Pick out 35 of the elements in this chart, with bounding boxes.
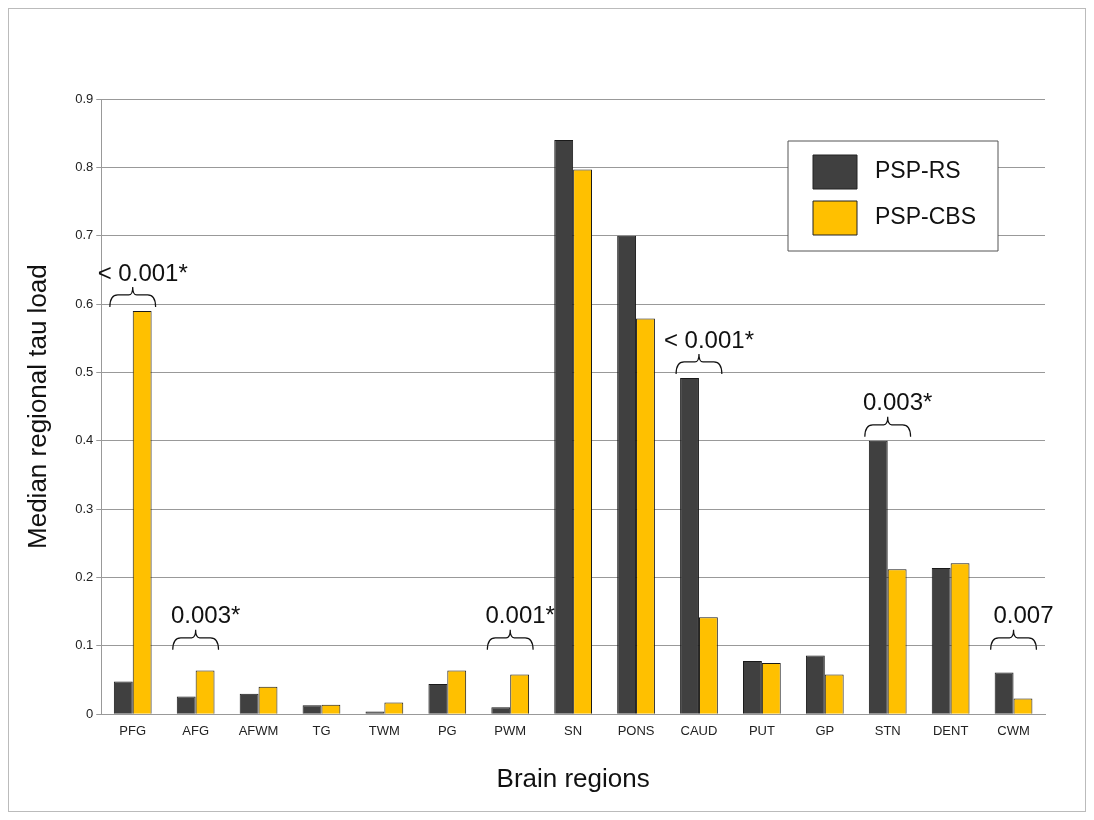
legend-label: PSP-RS bbox=[875, 157, 961, 184]
annotation: 0.003* bbox=[863, 388, 933, 416]
x-tick-label: AFWM bbox=[238, 722, 279, 738]
y-tick-label: 0.2 bbox=[75, 569, 94, 585]
annotation: < 0.001* bbox=[663, 325, 755, 353]
y-tick-label: 0.4 bbox=[75, 432, 94, 448]
x-tick-label: PFG bbox=[119, 722, 147, 738]
annotation: 0.007 bbox=[993, 601, 1054, 629]
y-tick-label: 0.3 bbox=[75, 500, 94, 516]
y-tick-label: 0.8 bbox=[75, 158, 94, 174]
x-tick-label: AFG bbox=[182, 722, 210, 738]
y-tick-label: 0.7 bbox=[75, 227, 94, 243]
x-tick-label: CAUD bbox=[680, 722, 718, 738]
y-tick-label: 0.9 bbox=[75, 90, 94, 106]
x-tick-label: PWM bbox=[494, 722, 527, 738]
x-tick-label: CWM bbox=[997, 722, 1030, 738]
x-tick-label: STN bbox=[874, 722, 901, 738]
y-tick-label: 0 bbox=[86, 705, 94, 721]
x-tick-label: GP bbox=[815, 722, 835, 738]
x-tick-label: PONS bbox=[617, 722, 655, 738]
y-tick-label: 0.6 bbox=[75, 295, 94, 311]
x-axis-title: Brain regions bbox=[496, 762, 650, 793]
annotation: < 0.001* bbox=[97, 258, 188, 286]
annotation: 0.003* bbox=[170, 601, 241, 629]
x-tick-label: PUT bbox=[748, 722, 775, 738]
y-tick-label: 0.5 bbox=[75, 364, 94, 379]
y-tick-label: 0.1 bbox=[75, 637, 94, 653]
x-tick-label: SN bbox=[564, 722, 583, 738]
x-tick-label: DENT bbox=[932, 722, 969, 738]
x-tick-label: TWM bbox=[368, 722, 400, 738]
x-tick-label: PG bbox=[437, 722, 457, 738]
x-tick-label: TG bbox=[312, 722, 331, 738]
legend-label: PSP-CBS bbox=[875, 203, 976, 230]
y-axis-title: Median regional tau load bbox=[21, 264, 52, 549]
annotation: 0.001* bbox=[485, 601, 555, 629]
